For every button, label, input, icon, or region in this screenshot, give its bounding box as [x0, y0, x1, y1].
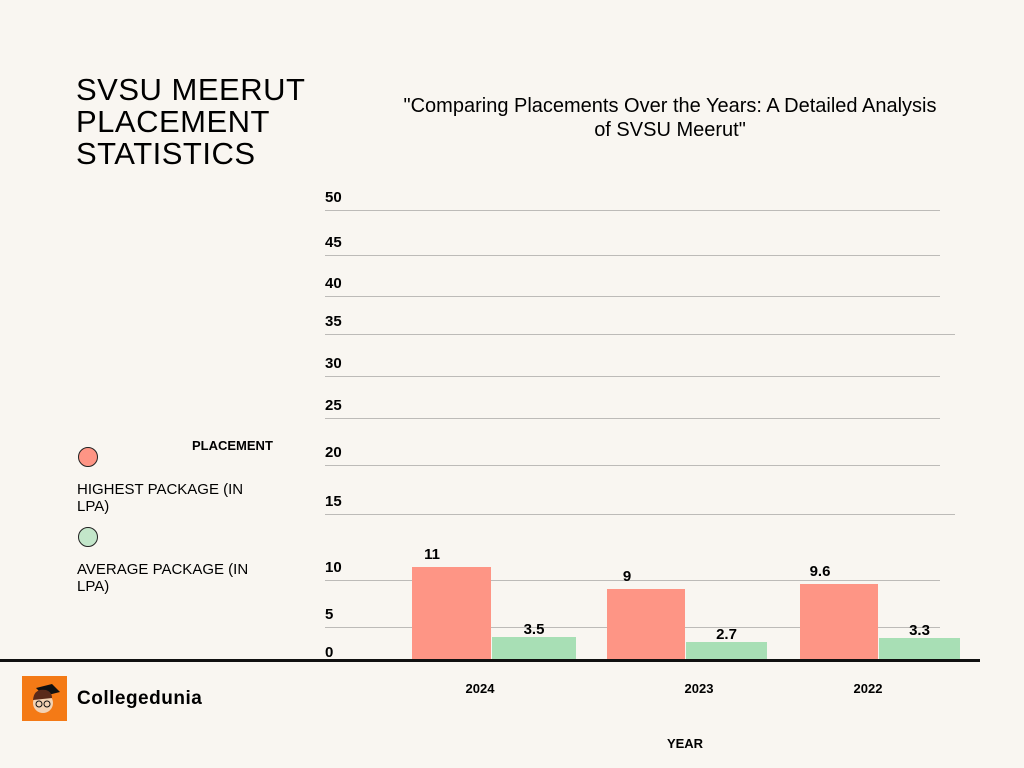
- bar-highest-2022: [800, 583, 878, 660]
- y-tick-label: 40: [325, 275, 342, 292]
- y-tick-label: 15: [325, 493, 342, 510]
- bar-highest-2024: [412, 566, 491, 660]
- x-tick-label: 2022: [853, 681, 883, 696]
- y-tick-label: 35: [325, 313, 342, 330]
- gridline: [325, 465, 940, 466]
- y-tick-label: 50: [325, 189, 342, 206]
- data-label: 9: [622, 568, 632, 586]
- y-tick-label: 5: [325, 606, 334, 623]
- collegedunia-logo: [22, 676, 67, 721]
- data-label: 3.5: [523, 620, 545, 638]
- legend-swatch-average: [78, 527, 98, 547]
- y-tick-label: 10: [325, 559, 342, 576]
- gridline: [325, 210, 940, 211]
- title-line: SVSU MEERUT: [76, 72, 306, 107]
- x-tick-label: 2024: [465, 681, 495, 696]
- bar-average-2023: [686, 642, 767, 660]
- legend-label-highest: HIGHEST PACKAGE (IN LPA): [77, 481, 244, 515]
- data-label: 3.3: [909, 622, 930, 640]
- y-tick-label: 25: [325, 397, 342, 414]
- gridline: [325, 514, 955, 515]
- chart-title: "Comparing Placements Over the Years: A …: [403, 95, 937, 141]
- brand-name: Collegedunia: [77, 688, 203, 709]
- title-line: STATISTICS: [76, 136, 256, 171]
- legend-swatch-highest: [78, 447, 98, 467]
- page-title: SVSU MEERUT PLACEMENT STATISTICS: [76, 74, 305, 170]
- legend-title: PLACEMENT: [192, 438, 273, 453]
- bar-highest-2023: [607, 589, 685, 660]
- y-tick-label: 45: [325, 234, 342, 251]
- x-axis-line: [0, 659, 980, 662]
- title-line: PLACEMENT: [76, 104, 270, 139]
- gridline: [325, 296, 940, 297]
- bar-average-2022: [879, 638, 960, 660]
- gridline: [325, 334, 955, 335]
- legend-label-average: AVERAGE PACKAGE (IN LPA): [77, 561, 249, 595]
- data-label: 11: [424, 545, 440, 563]
- y-tick-label: 30: [325, 355, 342, 372]
- gridline: [325, 376, 940, 377]
- bar-average-2024: [492, 636, 576, 660]
- data-label: 9.6: [809, 562, 831, 580]
- gridline: [325, 418, 940, 419]
- gridline: [325, 255, 940, 256]
- y-tick-label: 0: [325, 644, 334, 661]
- y-tick-label: 20: [325, 444, 342, 461]
- gridline: [325, 580, 940, 581]
- x-axis-label: YEAR: [666, 736, 704, 751]
- x-tick-label: 2023: [684, 681, 714, 696]
- data-label: 2.7: [716, 626, 737, 644]
